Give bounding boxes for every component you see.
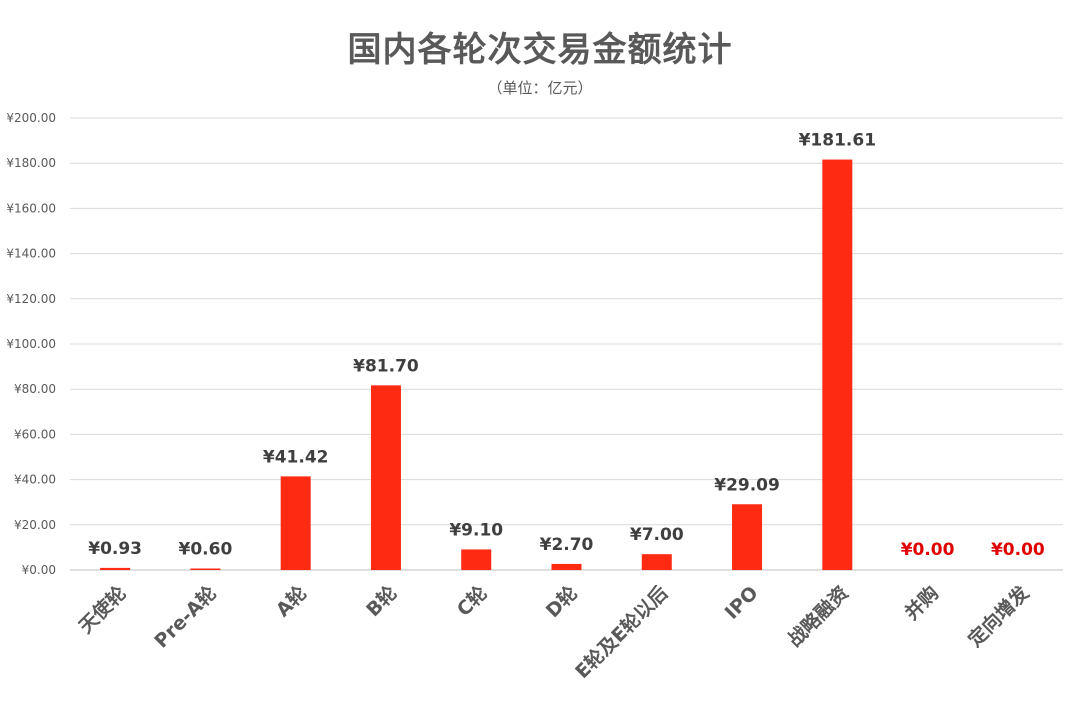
x-tick-label: D轮: [541, 581, 582, 622]
x-tick-label: 天使轮: [74, 581, 131, 638]
data-label: ¥0.00: [991, 540, 1045, 560]
x-tick-label: 并购: [900, 581, 943, 624]
y-tick-label: ¥160.00: [6, 201, 56, 215]
data-label: ¥81.70: [353, 356, 419, 376]
y-tick-label: ¥0.00: [22, 563, 56, 577]
bar: [461, 549, 492, 570]
y-tick-label: ¥20.00: [14, 518, 56, 532]
y-tick-label: ¥100.00: [6, 337, 56, 351]
y-tick-label: ¥60.00: [14, 427, 56, 441]
x-tick-label: C轮: [452, 581, 492, 621]
y-tick-label: ¥140.00: [6, 247, 56, 261]
x-tick-label: E轮及E轮以后: [571, 581, 673, 683]
x-tick-label: Pre-A轮: [150, 581, 221, 652]
x-tick-label: IPO: [721, 582, 763, 624]
bar: [190, 568, 221, 570]
data-label: ¥0.00: [901, 540, 955, 560]
chart-subtitle: （单位：亿元）: [487, 79, 593, 97]
x-tick-label: 战略融资: [783, 581, 853, 651]
chart-title: 国内各轮次交易金额统计: [347, 30, 733, 70]
data-label: ¥7.00: [630, 525, 684, 545]
bar: [370, 385, 401, 570]
bar: [732, 504, 763, 570]
data-label: ¥0.60: [179, 540, 233, 560]
x-tick-label: 定向增发: [963, 581, 1034, 652]
data-label: ¥41.42: [263, 447, 329, 467]
bar: [641, 554, 672, 570]
y-tick-label: ¥80.00: [14, 382, 56, 396]
bar: [551, 563, 582, 570]
data-label: ¥9.10: [449, 520, 503, 540]
x-tick-label: B轮: [362, 581, 402, 621]
bar: [280, 476, 311, 570]
data-label: ¥29.09: [714, 475, 780, 495]
y-tick-label: ¥200.00: [6, 111, 56, 125]
data-label: ¥2.70: [540, 535, 594, 555]
y-tick-label: ¥120.00: [6, 292, 56, 306]
bar: [100, 567, 131, 570]
x-tick-label: A轮: [271, 581, 311, 621]
data-label: ¥0.93: [88, 539, 142, 559]
y-tick-label: ¥180.00: [6, 156, 56, 170]
y-tick-label: ¥40.00: [14, 473, 56, 487]
data-label: ¥181.61: [799, 131, 876, 151]
bar: [822, 159, 853, 570]
